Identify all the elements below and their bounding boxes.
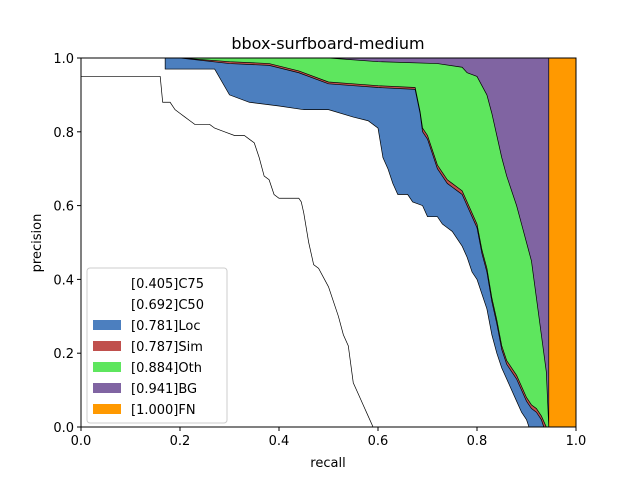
- y-tick-label: 0.4: [53, 273, 74, 288]
- x-tick-label: 1.0: [566, 434, 587, 449]
- boundary-line-5: [81, 57, 550, 428]
- legend-swatch: [93, 299, 121, 309]
- legend-label: [0.692]C50: [131, 298, 204, 313]
- legend: [0.405]C75 [0.692]C50 [0.781]Loc [0.787]Sim…: [86, 267, 228, 424]
- boundary-line-1: [81, 76, 374, 428]
- legend-swatch: [93, 341, 121, 351]
- legend-swatch: [93, 404, 121, 414]
- x-tick-label: 0.0: [71, 434, 92, 449]
- x-tick-label: 0.4: [269, 434, 290, 449]
- y-tick-label: 0.0: [53, 421, 74, 436]
- x-axis-label: recall: [310, 456, 345, 471]
- plot-frame: [80, 57, 577, 428]
- legend-label: [1.000]FN: [131, 403, 196, 418]
- y-axis-label: precision: [30, 214, 45, 273]
- legend-swatch: [93, 383, 121, 393]
- y-tick-label: 1.0: [53, 52, 74, 67]
- boundary-line-2: [81, 57, 530, 428]
- legend-swatch: [93, 362, 121, 372]
- legend-label: [0.781]Loc: [131, 319, 200, 334]
- legend-label: [0.787]Sim: [131, 340, 203, 355]
- x-tick-label: 0.6: [368, 434, 389, 449]
- legend-label: [0.405]C75: [131, 277, 204, 292]
- y-tick-label: 0.8: [53, 126, 74, 141]
- axis-ticks: 0.0 0.2 0.4 0.6 0.8 1.0 0.0 0.2 0.4 0.6 0.8 1.0: [53, 52, 586, 449]
- boundary-line-3: [81, 57, 545, 428]
- chart-title: bbox-surfboard-medium: [231, 34, 424, 53]
- x-tick-label: 0.8: [467, 434, 488, 449]
- x-tick-label: 0.2: [170, 434, 191, 449]
- y-tick-label: 0.6: [53, 200, 74, 215]
- y-tick-label: 0.2: [53, 347, 74, 362]
- legend-box: [86, 267, 228, 424]
- legend-swatch: [93, 278, 121, 288]
- legend-label: [0.884]Oth: [131, 361, 202, 376]
- legend-swatch: [93, 320, 121, 330]
- legend-label: [0.941]BG: [131, 382, 197, 397]
- boundary-line-4: [81, 57, 547, 428]
- plot-border: [80, 57, 577, 428]
